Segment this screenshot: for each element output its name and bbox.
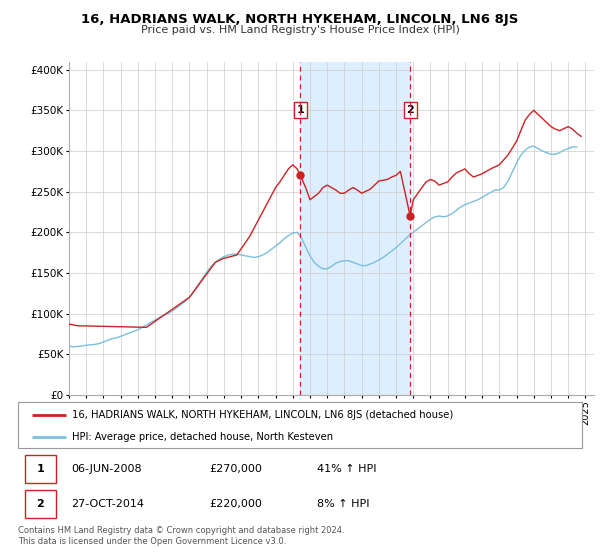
Text: 2: 2 — [406, 105, 414, 115]
Text: 8% ↑ HPI: 8% ↑ HPI — [317, 499, 370, 508]
Text: 06-JUN-2008: 06-JUN-2008 — [71, 464, 142, 474]
Text: 1: 1 — [37, 464, 44, 474]
FancyBboxPatch shape — [18, 402, 582, 448]
Text: 2: 2 — [37, 499, 44, 508]
Bar — [301, 62, 410, 395]
Text: £270,000: £270,000 — [210, 464, 263, 474]
Text: £220,000: £220,000 — [210, 499, 263, 508]
Text: 27-OCT-2014: 27-OCT-2014 — [71, 499, 145, 508]
Text: Contains HM Land Registry data © Crown copyright and database right 2024.
This d: Contains HM Land Registry data © Crown c… — [18, 526, 344, 546]
Text: Price paid vs. HM Land Registry's House Price Index (HPI): Price paid vs. HM Land Registry's House … — [140, 25, 460, 35]
FancyBboxPatch shape — [25, 455, 56, 483]
Text: HPI: Average price, detached house, North Kesteven: HPI: Average price, detached house, Nort… — [71, 432, 333, 441]
Text: 1: 1 — [296, 105, 304, 115]
FancyBboxPatch shape — [25, 489, 56, 517]
Text: 41% ↑ HPI: 41% ↑ HPI — [317, 464, 376, 474]
Text: 16, HADRIANS WALK, NORTH HYKEHAM, LINCOLN, LN6 8JS (detached house): 16, HADRIANS WALK, NORTH HYKEHAM, LINCOL… — [71, 410, 453, 420]
Text: 16, HADRIANS WALK, NORTH HYKEHAM, LINCOLN, LN6 8JS: 16, HADRIANS WALK, NORTH HYKEHAM, LINCOL… — [82, 13, 518, 26]
